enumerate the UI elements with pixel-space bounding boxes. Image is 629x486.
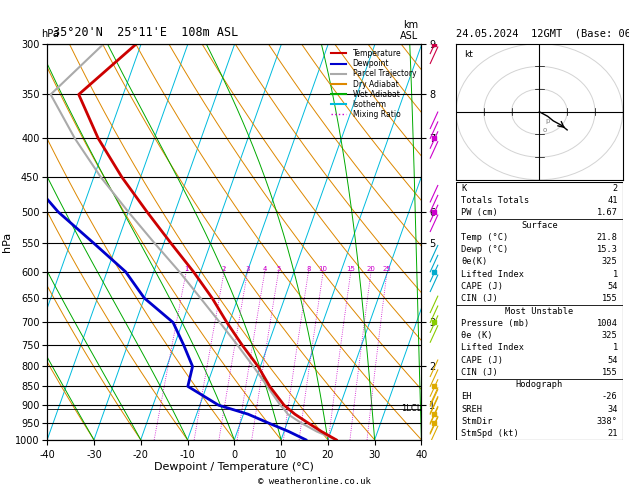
Text: 15.3: 15.3 xyxy=(597,245,618,254)
Text: 1.67: 1.67 xyxy=(597,208,618,217)
Y-axis label: hPa: hPa xyxy=(3,232,12,252)
Text: 8: 8 xyxy=(306,266,311,272)
Text: 35°20'N  25°11'E  108m ASL: 35°20'N 25°11'E 108m ASL xyxy=(53,26,239,39)
Text: Hodograph: Hodograph xyxy=(516,380,563,389)
Text: 1004: 1004 xyxy=(597,319,618,328)
Text: 2: 2 xyxy=(222,266,226,272)
Text: Most Unstable: Most Unstable xyxy=(505,307,574,315)
Text: 54: 54 xyxy=(607,282,618,291)
Text: CIN (J): CIN (J) xyxy=(461,368,498,377)
Text: StmSpd (kt): StmSpd (kt) xyxy=(461,429,519,438)
Text: Lifted Index: Lifted Index xyxy=(461,343,524,352)
Text: kt: kt xyxy=(464,51,473,59)
Text: 325: 325 xyxy=(602,258,618,266)
Text: Totals Totals: Totals Totals xyxy=(461,196,529,205)
Text: 25: 25 xyxy=(382,266,391,272)
Text: 2: 2 xyxy=(613,184,618,193)
Text: 15: 15 xyxy=(347,266,355,272)
Text: CAPE (J): CAPE (J) xyxy=(461,356,503,364)
Text: 1: 1 xyxy=(184,266,189,272)
Text: 325: 325 xyxy=(602,331,618,340)
X-axis label: Dewpoint / Temperature (°C): Dewpoint / Temperature (°C) xyxy=(154,462,314,472)
Text: 54: 54 xyxy=(607,356,618,364)
Text: 338°: 338° xyxy=(597,417,618,426)
Text: 1: 1 xyxy=(613,343,618,352)
Text: 4: 4 xyxy=(262,266,267,272)
Text: km
ASL: km ASL xyxy=(400,20,418,41)
Text: Temp (°C): Temp (°C) xyxy=(461,233,508,242)
Text: 41: 41 xyxy=(607,196,618,205)
Text: hPa: hPa xyxy=(41,29,58,39)
Text: Surface: Surface xyxy=(521,221,558,230)
Text: CAPE (J): CAPE (J) xyxy=(461,282,503,291)
Text: 34: 34 xyxy=(607,405,618,414)
Text: 21: 21 xyxy=(607,429,618,438)
Text: 5: 5 xyxy=(276,266,281,272)
Text: PW (cm): PW (cm) xyxy=(461,208,498,217)
Text: Pressure (mb): Pressure (mb) xyxy=(461,319,529,328)
Text: EH: EH xyxy=(461,392,472,401)
Text: p: p xyxy=(545,118,549,124)
Text: 21.8: 21.8 xyxy=(597,233,618,242)
Text: Dewp (°C): Dewp (°C) xyxy=(461,245,508,254)
Text: 155: 155 xyxy=(602,295,618,303)
Text: CIN (J): CIN (J) xyxy=(461,295,498,303)
Text: -26: -26 xyxy=(602,392,618,401)
Text: 20: 20 xyxy=(367,266,376,272)
Text: θe (K): θe (K) xyxy=(461,331,493,340)
Text: 1LCL: 1LCL xyxy=(401,404,421,413)
Text: o: o xyxy=(542,127,547,133)
Legend: Temperature, Dewpoint, Parcel Trajectory, Dry Adiabat, Wet Adiabat, Isotherm, Mi: Temperature, Dewpoint, Parcel Trajectory… xyxy=(330,48,418,121)
Text: 24.05.2024  12GMT  (Base: 06): 24.05.2024 12GMT (Base: 06) xyxy=(456,29,629,39)
Text: K: K xyxy=(461,184,466,193)
Text: SREH: SREH xyxy=(461,405,482,414)
Text: © weatheronline.co.uk: © weatheronline.co.uk xyxy=(258,477,371,486)
Text: θe(K): θe(K) xyxy=(461,258,487,266)
Text: 1: 1 xyxy=(613,270,618,279)
Text: 10: 10 xyxy=(319,266,328,272)
Text: 3: 3 xyxy=(245,266,250,272)
Text: StmDir: StmDir xyxy=(461,417,493,426)
Text: Lifted Index: Lifted Index xyxy=(461,270,524,279)
Text: 155: 155 xyxy=(602,368,618,377)
